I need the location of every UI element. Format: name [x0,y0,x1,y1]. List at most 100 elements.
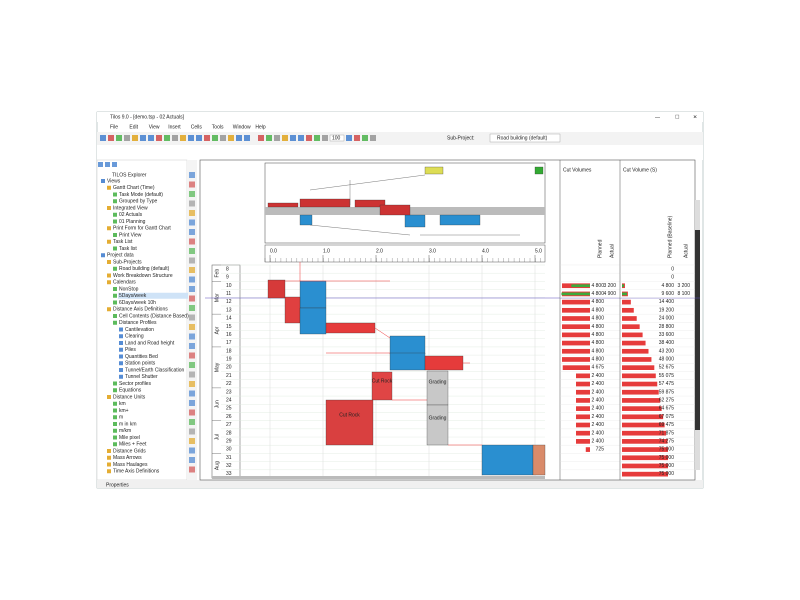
toolbar-button[interactable] [228,135,234,141]
zoom-box[interactable] [329,134,345,142]
tool-icon[interactable] [189,181,195,188]
tree-item[interactable]: Road building (default) [119,266,170,272]
menu-item[interactable]: Help [255,124,266,130]
tool-icon[interactable] [189,419,195,425]
tool-icon[interactable] [189,314,195,321]
tree-item[interactable]: Mile pixel [119,435,140,441]
tree-item[interactable]: Tunnel/Earth Classification [125,367,185,373]
tool-icon[interactable] [189,428,195,435]
tree-item[interactable]: Piles [125,347,136,353]
mdi-button[interactable] [105,162,110,167]
activity-block[interactable] [426,370,449,406]
tree-item[interactable]: Quantities Bed [125,354,158,360]
toolbar-button[interactable] [100,135,106,141]
toolbar-button[interactable] [322,135,328,141]
tree-item[interactable]: 01 Planning [119,219,146,225]
tree-item[interactable]: Calendars [113,280,136,286]
tree-item[interactable]: km [119,401,126,407]
activity-block[interactable] [389,335,426,355]
menu-item[interactable]: Insert [168,124,181,130]
activity-block[interactable] [426,404,449,446]
tree-item[interactable]: Land and Road height [125,340,175,346]
scroll-thumb[interactable] [695,230,700,430]
toolbar-button[interactable] [180,135,186,141]
tree-item[interactable]: km+ [119,408,129,414]
tool-icon[interactable] [189,229,195,235]
toolbar-button[interactable] [314,135,320,141]
menu-item[interactable]: File [110,124,118,130]
activity-block[interactable] [325,399,374,446]
tree-item[interactable]: Views [107,178,121,184]
tree-item[interactable]: Station points [125,361,156,367]
toolbar-button[interactable] [124,135,130,141]
tree-item[interactable]: Task List [113,239,133,245]
tree-item[interactable]: Equations [119,388,142,394]
tree-item[interactable]: Sub-Projects [113,259,142,265]
menu-item[interactable]: Tools [212,124,224,130]
tool-icon[interactable] [189,343,195,349]
tool-icon[interactable] [189,371,195,378]
tree-item[interactable]: Cell Contents (Distance Based) [119,313,189,319]
menu-item[interactable]: Window [233,124,251,130]
tree-item[interactable]: Task list [119,246,137,252]
h-scrollbar[interactable] [212,476,545,479]
activity-block[interactable] [284,296,301,324]
activity-block[interactable] [371,371,393,401]
tree-item[interactable]: Time Axis Definitions [113,469,160,475]
toolbar-button[interactable] [220,135,226,141]
mdi-button[interactable] [112,162,117,167]
menu-item[interactable]: View [149,124,160,130]
tree-item[interactable]: Print Form for Gantt Chart [113,226,171,232]
tree-item[interactable]: Integrated View [113,205,148,211]
toolbar-button[interactable] [212,135,218,141]
tree-item[interactable]: m [119,415,123,421]
toolbar-button[interactable] [266,135,272,141]
tree-item[interactable]: Project data [107,253,134,259]
close-button[interactable]: ✕ [693,114,697,120]
tool-icon[interactable] [189,219,195,226]
tool-icon[interactable] [189,352,195,359]
toolbar-button[interactable] [236,135,242,141]
sub-project-select[interactable] [489,133,561,143]
toolbar-button[interactable] [116,135,122,141]
toolbar-button[interactable] [370,135,376,141]
tool-icon[interactable] [189,381,195,387]
tool-icon[interactable] [189,295,195,302]
toolbar-button[interactable] [298,135,304,141]
toolbar-button[interactable] [204,135,210,141]
toolbar-button[interactable] [244,135,250,141]
tree-item[interactable]: m in km [119,421,137,427]
toolbar-button[interactable] [108,135,114,141]
maximize-button[interactable]: ☐ [675,114,680,120]
tool-icon[interactable] [189,267,195,273]
tree-item[interactable]: Gantt Chart (Time) [113,185,155,191]
activity-block[interactable] [532,444,546,476]
tool-icon[interactable] [189,248,195,254]
tool-icon[interactable] [189,409,195,416]
tool-icon[interactable] [189,305,195,311]
tool-icon[interactable] [189,276,195,283]
tool-icon[interactable] [189,447,195,454]
tool-icon[interactable] [189,238,195,245]
toolbar-button[interactable] [258,135,264,141]
toolbar-button[interactable] [156,135,162,141]
menu-item[interactable]: Cells [191,124,203,130]
tree-item[interactable]: 02 Actuals [119,212,143,218]
tree-item[interactable]: 6Days/week 10h [119,300,156,306]
tree-item[interactable]: Grouped by Type [119,199,157,205]
menu-item[interactable]: Edit [129,124,138,130]
activity-block[interactable] [481,444,534,476]
toolbar-button[interactable] [140,135,146,141]
toolbar-button[interactable] [362,135,368,141]
activity-block[interactable] [299,280,327,309]
tree-item[interactable]: Miles + Feet [119,442,147,448]
toolbar-button[interactable] [306,135,312,141]
toolbar-button[interactable] [164,135,170,141]
toolbar-button[interactable] [282,135,288,141]
toolbar-button[interactable] [274,135,280,141]
toolbar-button[interactable] [196,135,202,141]
tool-icon[interactable] [189,362,195,368]
tool-icon[interactable] [189,438,195,444]
tree-item[interactable]: Tunnel Shutter [125,374,158,380]
toolbar-button[interactable] [188,135,194,141]
